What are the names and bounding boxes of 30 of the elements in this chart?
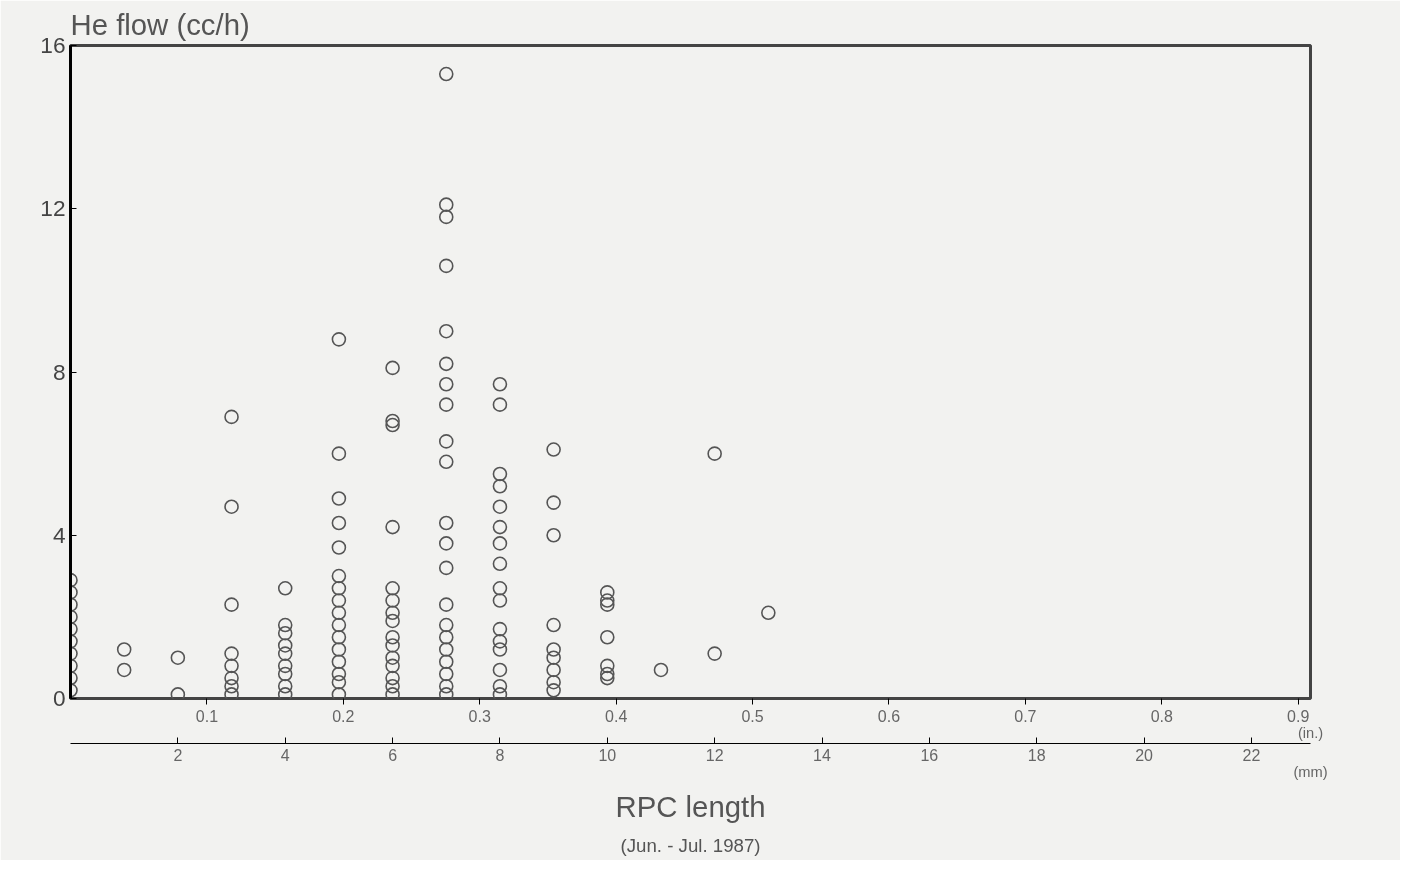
x-tick-label: 8 (495, 746, 505, 764)
x-tick-label: 12 (705, 746, 724, 764)
x2-tick-label: 0.2 (332, 707, 355, 725)
x2-tick-label: 0.1 (195, 707, 219, 725)
x-tick-label: 22 (1242, 746, 1261, 764)
x2-tick-label: 0.6 (877, 707, 901, 725)
text: (Jun. - Jul. 1987) (620, 834, 761, 856)
x2-tick-label: 0.3 (468, 707, 491, 725)
x-tick-label: 18 (1027, 746, 1046, 764)
x-tick-label: 16 (920, 746, 939, 764)
y-tick-label: 4 (52, 521, 66, 548)
y-tick-label: 8 (52, 358, 66, 385)
x2-tick-label: 0.8 (1150, 707, 1174, 725)
x-tick-label: 10 (598, 746, 617, 764)
x2-tick-label: 0.9 (1287, 707, 1310, 725)
x2-tick-label: 0.4 (605, 707, 628, 725)
x-tick-label: 6 (388, 746, 398, 764)
x2-tick-label: 0.5 (741, 707, 764, 725)
text: (mm) (1293, 763, 1328, 780)
y-tick-label: 16 (40, 32, 66, 58)
x-tick-label: 14 (813, 746, 832, 764)
y-tick-label: 0 (52, 685, 66, 711)
y-axis-title: He flow (cc/h) (70, 7, 250, 41)
x2-tick-label: 0.7 (1014, 707, 1037, 725)
y-tick-label: 12 (40, 195, 66, 222)
x-tick-label: 2 (173, 746, 183, 764)
x-axis-title: RPC length (615, 789, 766, 823)
x-tick-label: 4 (280, 746, 290, 764)
text: (in.) (1297, 724, 1324, 741)
x-tick-label: 20 (1135, 746, 1154, 764)
